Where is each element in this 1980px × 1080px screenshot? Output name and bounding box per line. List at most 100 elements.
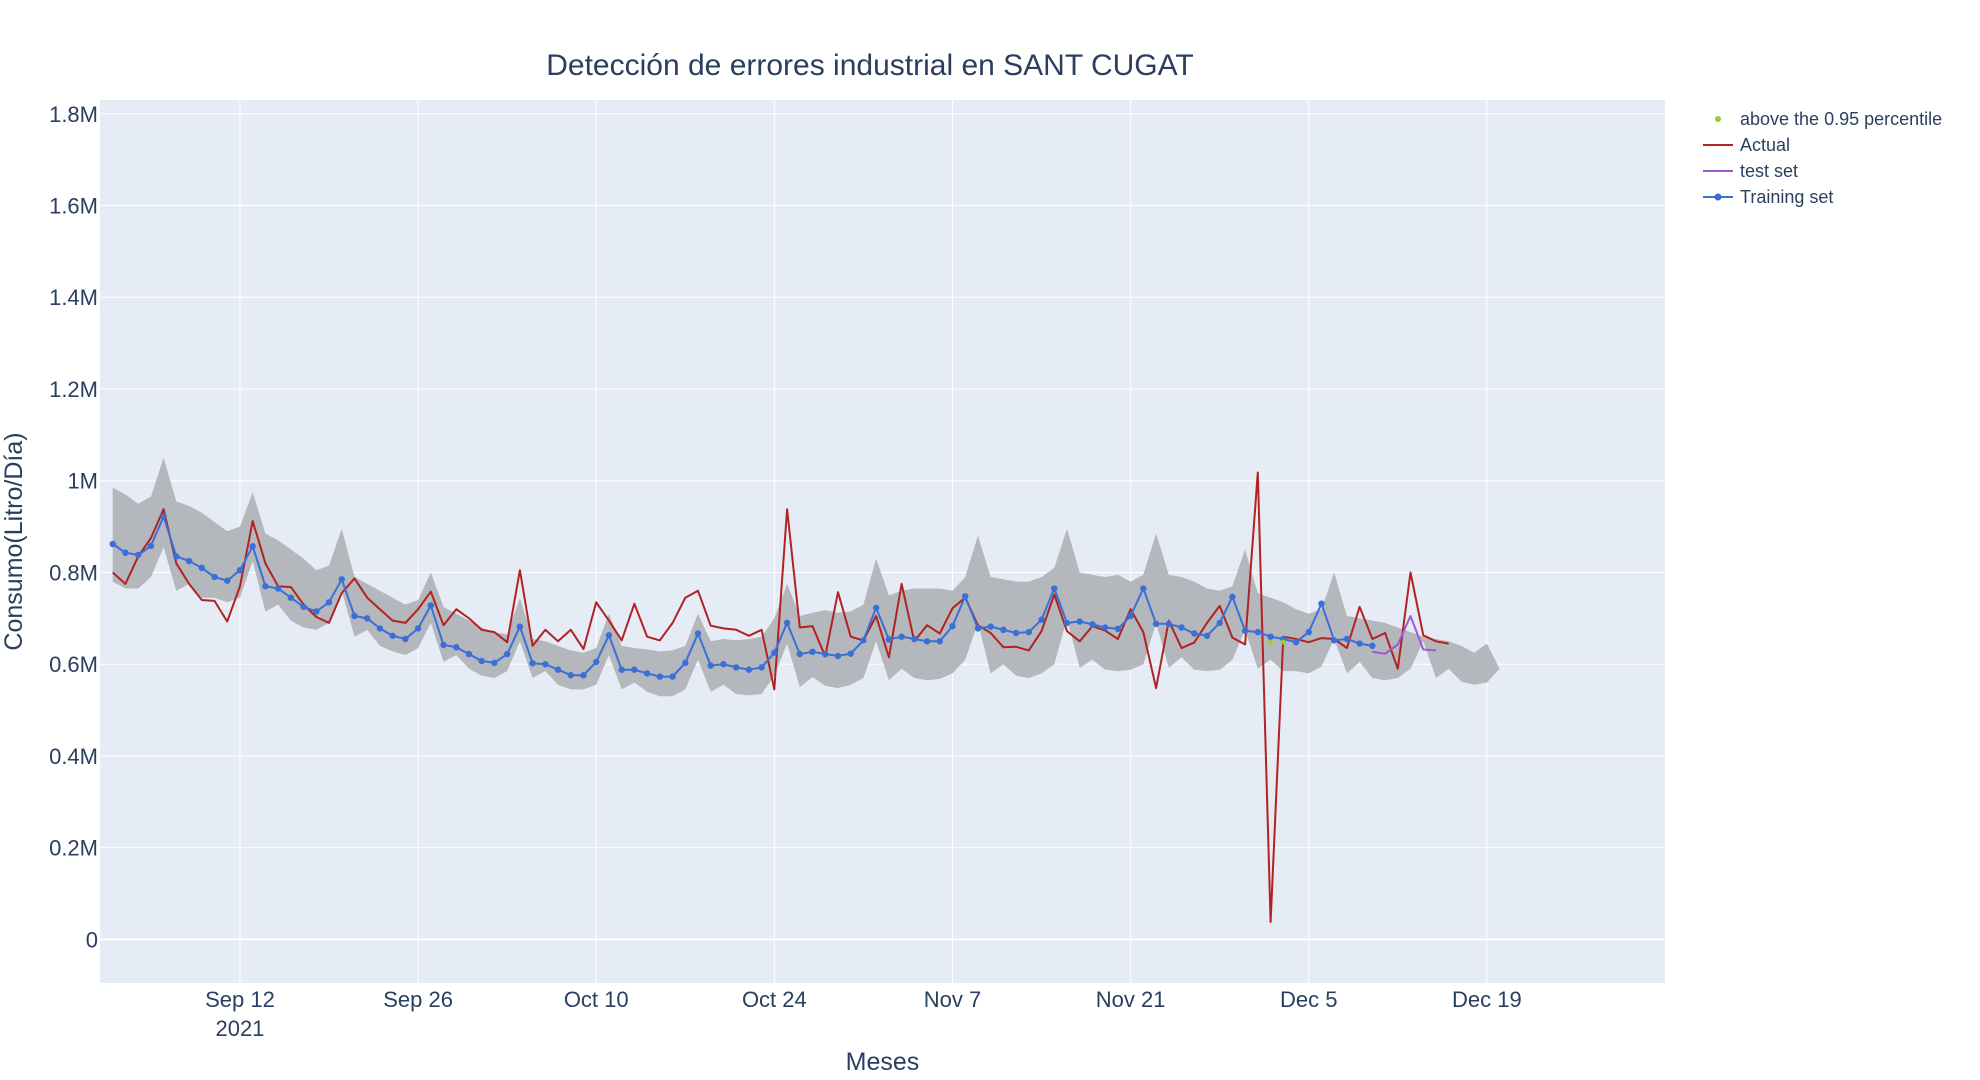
- training-point: [1178, 624, 1185, 631]
- training-point: [274, 585, 282, 592]
- actual-series-line: [112, 471, 1449, 923]
- training-point: [860, 637, 867, 644]
- x-axis-ticks: Sep 12 Sep 26 Oct 10 Oct 24 Nov 7 Nov 21 Dec 5…: [205, 987, 1522, 1012]
- training-point: [198, 564, 205, 572]
- legend-label: test set: [1740, 161, 1798, 181]
- training-point: [313, 608, 320, 615]
- legend-item-anomaly[interactable]: above the 0.95 percentile: [1715, 109, 1942, 129]
- training-point: [1318, 600, 1325, 607]
- training-point: [1241, 627, 1249, 634]
- training-point: [618, 666, 625, 673]
- training-point: [732, 664, 740, 671]
- y-axis-ticks: 0 0.2M 0.4M 0.6M 0.8M 1M 1.2M 1.4M 1.6M 1.8M: [49, 102, 98, 953]
- y-tick-label: 1.2M: [49, 377, 98, 402]
- training-point: [134, 551, 142, 559]
- training-point: [720, 661, 727, 668]
- training-point: [987, 623, 994, 630]
- x-tick-label: Dec 5: [1280, 987, 1337, 1012]
- chart-title: Detección de errores industrial en SANT …: [546, 49, 1193, 82]
- x-tick-label: Oct 10: [564, 987, 629, 1012]
- confidence-band: [112, 457, 1500, 697]
- training-point: [338, 576, 345, 583]
- confidence-band-area: [112, 457, 1500, 697]
- training-point: [796, 650, 803, 658]
- legend-item-actual[interactable]: Actual: [1703, 135, 1790, 155]
- anomaly-point: [1280, 639, 1286, 645]
- training-point: [389, 632, 396, 639]
- test-series-line: [1372, 615, 1437, 655]
- training-point: [898, 633, 905, 640]
- x-tick-label: Nov 7: [924, 987, 981, 1012]
- training-point: [402, 635, 409, 643]
- legend-item-test[interactable]: test set: [1703, 161, 1798, 181]
- x-tick-label: Dec 19: [1452, 987, 1522, 1012]
- training-point: [643, 670, 651, 677]
- y-tick-label: 0.8M: [49, 560, 98, 585]
- training-point: [1254, 628, 1262, 636]
- series-lines: [112, 471, 1449, 923]
- training-point: [567, 672, 574, 679]
- training-point: [771, 649, 778, 656]
- training-point: [236, 566, 244, 574]
- series-markers: [109, 513, 1376, 680]
- training-point: [262, 583, 269, 590]
- training-point: [478, 657, 485, 665]
- training-point: [173, 553, 180, 560]
- training-point: [809, 648, 816, 656]
- grid-lines: [100, 100, 1665, 983]
- legend[interactable]: above the 0.95 percentile Actual test set T…: [1703, 109, 1942, 207]
- training-point: [542, 661, 549, 668]
- training-point: [911, 635, 918, 643]
- x-tick-label: Nov 21: [1096, 987, 1166, 1012]
- y-tick-label: 0.6M: [49, 652, 98, 677]
- training-point: [1343, 635, 1351, 643]
- training-point: [109, 540, 116, 548]
- training-point: [1356, 640, 1363, 647]
- training-point: [1229, 593, 1236, 600]
- training-point: [1025, 628, 1033, 636]
- training-point: [872, 604, 880, 611]
- training-point: [376, 625, 384, 632]
- training-point: [516, 623, 524, 630]
- x-tick-label: Oct 24: [742, 987, 807, 1012]
- training-point: [503, 650, 511, 658]
- legend-label: above the 0.95 percentile: [1740, 109, 1942, 129]
- training-point: [1191, 630, 1198, 637]
- training-point: [694, 630, 702, 637]
- training-point: [300, 603, 307, 611]
- training-point: [1076, 618, 1083, 625]
- training-point: [363, 615, 371, 622]
- training-point: [427, 602, 435, 609]
- training-point: [936, 638, 943, 645]
- training-point: [1114, 625, 1122, 633]
- training-point: [1127, 612, 1134, 620]
- training-point: [147, 542, 155, 550]
- training-point: [593, 658, 600, 666]
- x-axis-year-label: 2021: [215, 1016, 264, 1041]
- training-point: [1292, 638, 1300, 646]
- y-tick-label: 0.2M: [49, 836, 98, 861]
- plot-area[interactable]: [100, 100, 1665, 983]
- x-tick-label: Sep 12: [205, 987, 275, 1012]
- training-point: [834, 652, 842, 660]
- training-point: [847, 650, 854, 657]
- training-point: [351, 612, 358, 620]
- training-point: [758, 664, 765, 671]
- training-point: [1000, 626, 1007, 633]
- legend-item-training[interactable]: Training set: [1703, 187, 1833, 207]
- x-tick-label: Sep 26: [383, 987, 453, 1012]
- training-point: [1152, 620, 1160, 628]
- training-point: [185, 557, 193, 565]
- y-tick-label: 1.8M: [49, 102, 98, 127]
- training-point: [1012, 629, 1020, 637]
- training-point: [224, 577, 231, 584]
- legend-swatch-marker: [1714, 193, 1722, 201]
- training-series-line: [112, 515, 1373, 678]
- training-point: [923, 638, 931, 645]
- training-point: [949, 622, 956, 630]
- y-tick-label: 0: [86, 927, 98, 952]
- training-point: [783, 619, 791, 627]
- x-axis-title: Meses: [846, 1048, 920, 1076]
- training-point: [962, 593, 969, 600]
